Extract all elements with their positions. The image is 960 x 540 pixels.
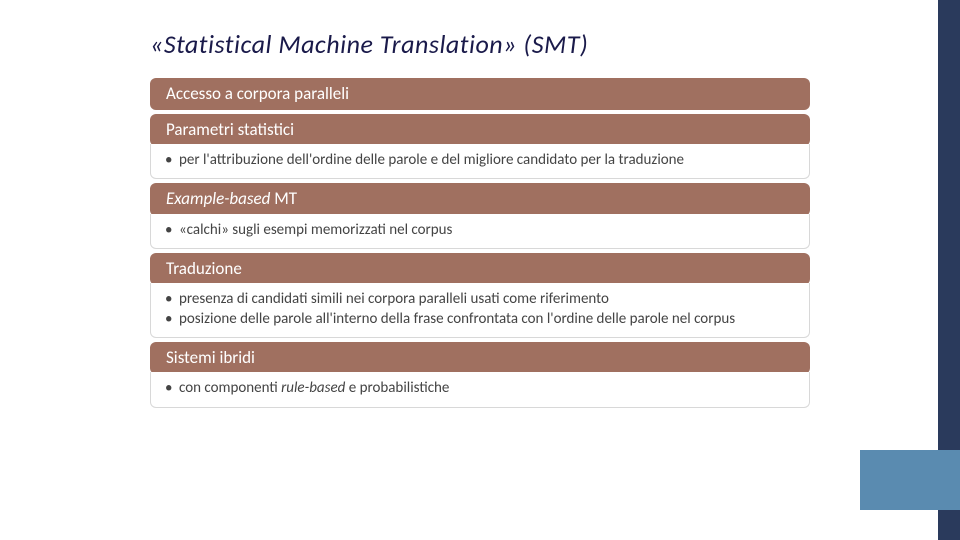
bullet-item: con componenti rule-based e probabilisti… [165,378,795,398]
bullet-item: posizione delle parole all'interno della… [165,309,795,329]
section-header: Sistemi ibridi [150,342,810,374]
bullet-item: «calchi» sugli esempi memorizzati nel co… [165,220,795,240]
section: Sistemi ibridi con componenti rule-based … [150,342,810,407]
section-header: Example-based MT [150,183,810,215]
section-header: Accesso a corpora paralleli [150,78,810,110]
section: Traduzione presenza di candidati simili n… [150,253,810,339]
section-body: per l'attribuzione dell'ordine delle par… [150,144,810,179]
side-accent-block [860,450,960,510]
section: Accesso a corpora paralleli [150,78,810,110]
sections-container: Accesso a corpora paralleli Parametri sta… [150,78,810,408]
section-header: Parametri statistici [150,114,810,146]
slide-content: «Statistical Machine Translation» (SMT) … [0,0,960,408]
section-body: «calchi» sugli esempi memorizzati nel co… [150,214,810,249]
section-body: con componenti rule-based e probabilisti… [150,372,810,407]
section: Parametri statistici per l'attribuzione d… [150,114,810,179]
slide-title: «Statistical Machine Translation» (SMT) [150,28,810,60]
bullet-item: presenza di candidati simili nei corpora… [165,289,795,309]
section-header: Traduzione [150,253,810,285]
section: Example-based MT «calchi» sugli esempi me… [150,183,810,248]
bullet-item: per l'attribuzione dell'ordine delle par… [165,150,795,170]
section-body: presenza di candidati simili nei corpora… [150,283,810,339]
